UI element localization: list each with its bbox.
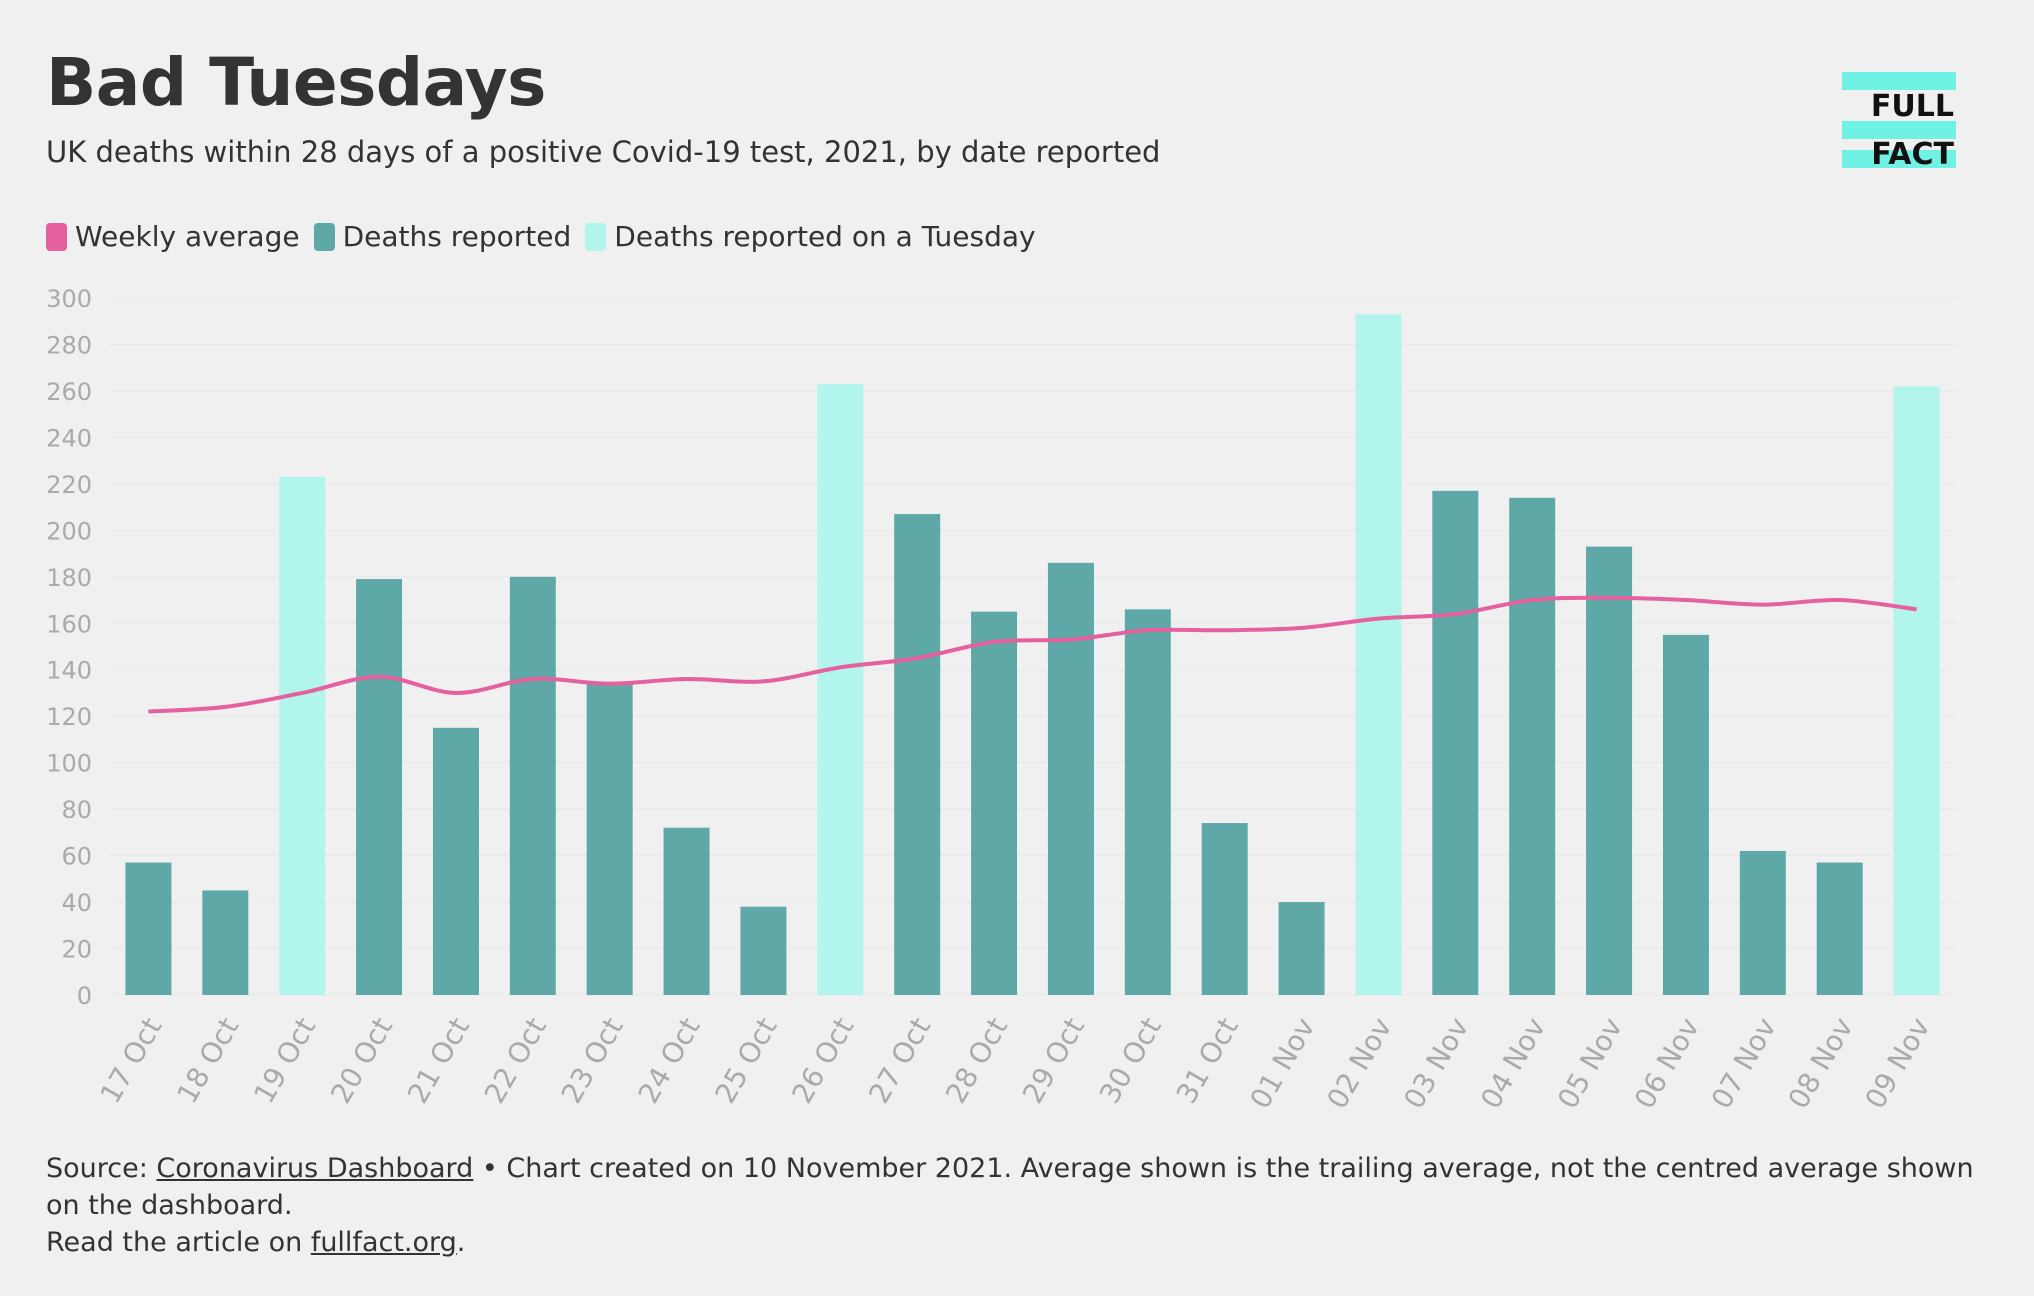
y-tick-label: 200 bbox=[46, 517, 92, 545]
x-tick-label: 07 Nov bbox=[1705, 1012, 1783, 1114]
bar bbox=[202, 890, 249, 995]
x-tick-label: 25 Oct bbox=[708, 1012, 783, 1109]
y-tick-label: 100 bbox=[46, 750, 92, 778]
logo-band-bottom bbox=[1842, 150, 1956, 168]
logo-word-fact: FACT bbox=[1871, 137, 1954, 172]
bar bbox=[1278, 902, 1325, 995]
bar bbox=[1432, 490, 1479, 995]
y-tick-label: 20 bbox=[61, 936, 92, 964]
x-tick-label: 23 Oct bbox=[555, 1012, 630, 1109]
bar-tuesday bbox=[1355, 314, 1402, 996]
bar bbox=[1047, 562, 1094, 995]
x-tick-label: 29 Oct bbox=[1016, 1012, 1091, 1109]
y-tick-label: 120 bbox=[46, 703, 92, 731]
legend-label-tuesday: Deaths reported on a Tuesday bbox=[614, 220, 1036, 253]
source-prefix: Source: bbox=[46, 1153, 157, 1184]
bar bbox=[356, 579, 403, 995]
legend-item-deaths-reported: Deaths reported bbox=[313, 220, 572, 253]
bar bbox=[971, 611, 1018, 995]
logo-band-middle bbox=[1842, 121, 1956, 139]
x-tick-label: 06 Nov bbox=[1628, 1012, 1706, 1114]
x-tick-label: 04 Nov bbox=[1474, 1012, 1552, 1114]
weekly-average-line bbox=[148, 595, 1917, 714]
bar-tuesday bbox=[817, 383, 864, 995]
chart-title: Bad Tuesdays bbox=[46, 44, 546, 121]
x-tick-label: 27 Oct bbox=[862, 1012, 937, 1109]
y-tick-label: 280 bbox=[46, 331, 92, 359]
bar bbox=[740, 906, 787, 995]
legend-label-deaths-reported: Deaths reported bbox=[342, 220, 572, 253]
bar bbox=[509, 576, 556, 995]
x-tick-label: 01 Nov bbox=[1243, 1012, 1321, 1114]
bar bbox=[1124, 609, 1171, 995]
bar bbox=[1586, 546, 1633, 995]
x-tick-label: 09 Nov bbox=[1858, 1012, 1936, 1114]
bar bbox=[432, 727, 479, 995]
bar bbox=[125, 862, 172, 995]
x-tick-label: 28 Oct bbox=[939, 1012, 1014, 1109]
legend-label-weekly-average: Weekly average bbox=[75, 220, 300, 253]
read-prefix: Read the article on bbox=[46, 1227, 311, 1258]
x-tick-label: 21 Oct bbox=[401, 1012, 476, 1109]
y-tick-label: 80 bbox=[61, 796, 92, 824]
bar bbox=[586, 683, 633, 995]
x-tick-label: 03 Nov bbox=[1397, 1012, 1475, 1114]
y-tick-label: 40 bbox=[61, 889, 92, 917]
bar bbox=[894, 514, 941, 995]
y-tick-label: 180 bbox=[46, 564, 92, 592]
y-tick-label: 240 bbox=[46, 424, 92, 452]
bar bbox=[1662, 634, 1709, 995]
source-note: • Chart created on 10 November 2021. Ave… bbox=[46, 1153, 1974, 1221]
bar-tuesday bbox=[279, 476, 326, 995]
y-tick-label: 0 bbox=[77, 982, 92, 1010]
y-tick-label: 300 bbox=[46, 285, 92, 313]
x-tick-label: 30 Oct bbox=[1093, 1012, 1168, 1109]
y-tick-label: 140 bbox=[46, 657, 92, 685]
logo-band-top bbox=[1842, 72, 1956, 90]
bar bbox=[1509, 497, 1556, 995]
read-suffix: . bbox=[456, 1227, 466, 1258]
y-tick-label: 160 bbox=[46, 610, 92, 638]
bar bbox=[1816, 862, 1863, 995]
y-tick-label: 60 bbox=[61, 843, 92, 871]
legend-item-tuesday: Deaths reported on a Tuesday bbox=[585, 220, 1036, 253]
x-tick-label: 05 Nov bbox=[1551, 1012, 1629, 1114]
x-tick-label: 26 Oct bbox=[785, 1012, 860, 1109]
legend-swatch-deaths-reported bbox=[313, 222, 335, 251]
x-tick-label: 31 Oct bbox=[1170, 1012, 1245, 1109]
chart-legend: Weekly average Deaths reported Deaths re… bbox=[46, 220, 1050, 253]
x-tick-label: 02 Nov bbox=[1320, 1012, 1398, 1114]
legend-swatch-tuesday bbox=[585, 222, 607, 251]
bar bbox=[1201, 823, 1248, 995]
bar-tuesday bbox=[1893, 386, 1940, 995]
y-tick-label: 220 bbox=[46, 471, 92, 499]
x-tick-label: 08 Nov bbox=[1782, 1012, 1860, 1114]
logo-word-full: FULL bbox=[1870, 89, 1954, 124]
source-link[interactable]: Coronavirus Dashboard bbox=[156, 1153, 474, 1184]
chart-plot: 0 20 40 60 80 100 120 140 160 180 200 220 240 260 280 3… bbox=[46, 285, 1955, 1114]
bar bbox=[663, 827, 710, 995]
legend-swatch-weekly-average bbox=[46, 222, 67, 251]
x-tick-label: 19 Oct bbox=[247, 1012, 322, 1109]
full-fact-logo[interactable]: FULL FACT bbox=[1842, 72, 1956, 172]
chart-subtitle: UK deaths within 28 days of a positive C… bbox=[46, 135, 1161, 169]
article-link[interactable]: fullfact.org bbox=[310, 1227, 457, 1258]
x-tick-label: 22 Oct bbox=[478, 1012, 553, 1109]
x-tick-label: 17 Oct bbox=[93, 1012, 168, 1109]
x-tick-label: 18 Oct bbox=[170, 1012, 245, 1109]
legend-item-weekly-average: Weekly average bbox=[46, 220, 300, 253]
bar bbox=[1739, 850, 1786, 995]
x-tick-label: 20 Oct bbox=[324, 1012, 399, 1109]
chart-footer: Source: Coronavirus Dashboard • Chart cr… bbox=[46, 1150, 1996, 1261]
y-tick-label: 260 bbox=[46, 378, 92, 406]
x-tick-label: 24 Oct bbox=[632, 1012, 707, 1109]
